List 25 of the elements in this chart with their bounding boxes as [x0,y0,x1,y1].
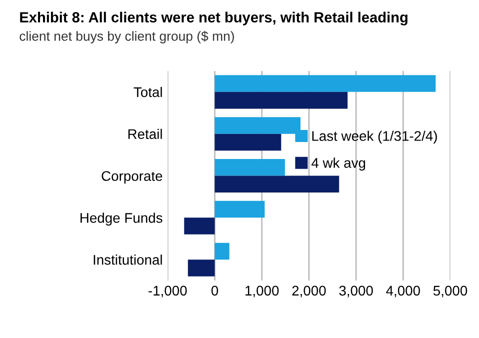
y-tick-label: Retail [128,128,162,140]
x-tick-label: 1,000 [246,286,279,298]
bar [188,260,215,276]
y-tick-label: Corporate [102,171,162,184]
x-tick-label: 2,000 [292,286,326,298]
bar [214,158,285,176]
chart-subtitle: client net buys by client group ($ mn) [20,30,234,44]
x-tick-label: 0 [211,286,218,296]
bar [214,134,282,151]
x-tick-label: 3,000 [339,286,373,298]
bar [214,75,436,92]
y-tick-label: Total [134,86,162,98]
bar [214,92,348,109]
y-tick-label: Institutional [94,254,162,265]
x-tick-label: 4,000 [386,286,420,298]
bar [214,176,340,193]
bar [214,200,265,218]
chart-title: Exhibit 8: All clients were net buyers, with Retail leading [20,12,408,26]
legend-label: Last week (1/31-2/4) [312,130,437,144]
bar [184,218,215,234]
y-tick-label: Hedge Funds [80,212,162,226]
bar [214,242,230,260]
x-tick-label: -1,000 [148,286,187,298]
x-tick-label: 5,000 [433,286,468,298]
legend-label: 4 wk avg [311,158,366,171]
